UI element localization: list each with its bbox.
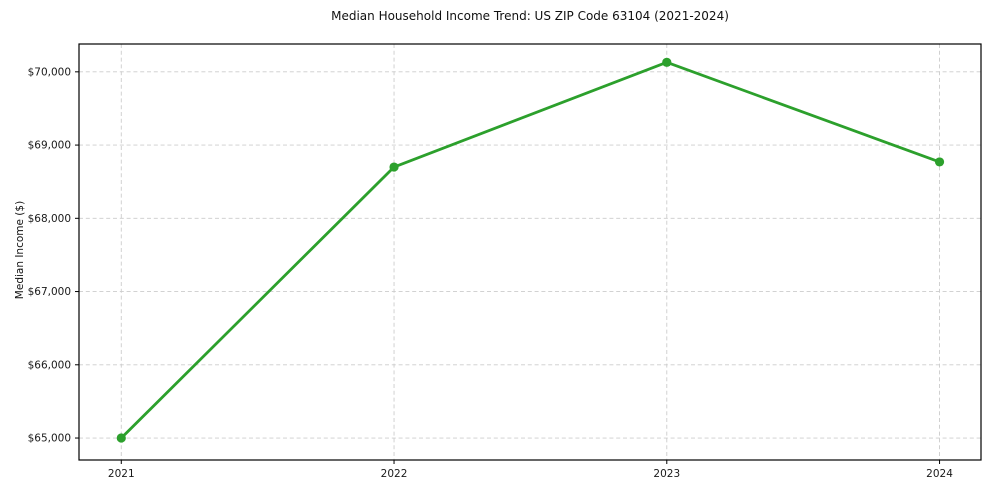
y-tick-label: $69,000	[28, 140, 71, 152]
y-axis-label: Median Income ($)	[14, 200, 26, 300]
y-tick-label: $65,000	[28, 433, 71, 445]
chart-title: Median Household Income Trend: US ZIP Co…	[331, 9, 729, 23]
y-tick-label: $68,000	[28, 213, 71, 225]
data-point-marker	[116, 433, 126, 443]
data-point-marker	[934, 157, 945, 167]
data-point-marker	[662, 57, 672, 67]
x-tick-label: 2024	[926, 468, 953, 480]
x-tick-label: 2022	[381, 468, 408, 480]
axes-spines	[78, 43, 982, 461]
income-trend-line	[119, 60, 941, 440]
x-tick-label: 2023	[653, 468, 680, 480]
y-tick-label: $67,000	[28, 286, 71, 298]
data-point-marker	[389, 162, 399, 172]
x-tick-label: 2021	[108, 468, 135, 480]
y-tick-label: $66,000	[28, 359, 71, 371]
y-tick-label: $70,000	[28, 66, 71, 78]
